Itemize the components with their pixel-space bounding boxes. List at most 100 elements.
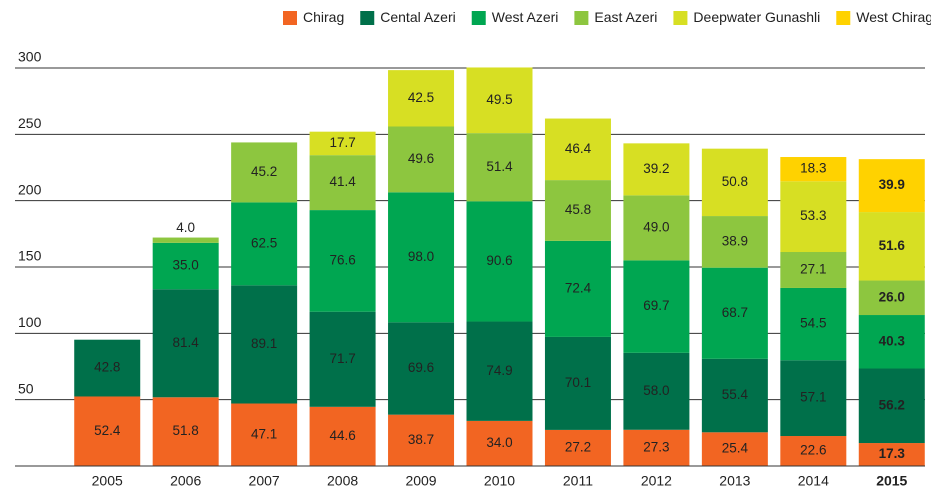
bar-segment <box>74 339 141 397</box>
value-label: 81.4 <box>173 335 200 350</box>
bar-segment <box>544 180 611 241</box>
value-label: 90.6 <box>486 253 512 268</box>
bar-segment <box>858 368 925 444</box>
bar-segment <box>858 212 925 281</box>
value-label: 47.1 <box>251 426 277 441</box>
x-tick-label: 2011 <box>563 473 593 489</box>
bar-segment <box>388 70 455 127</box>
bar-segment <box>231 403 298 466</box>
bar-segment <box>231 202 298 286</box>
value-label: 4.0 <box>176 220 195 235</box>
x-tick-label: 2015 <box>876 473 907 489</box>
value-label: 50.8 <box>722 174 748 189</box>
bar-segment <box>701 358 768 433</box>
value-label: 52.4 <box>94 423 121 438</box>
bar-segment <box>623 195 690 261</box>
value-label: 17.7 <box>329 135 355 150</box>
value-label: 40.3 <box>879 333 906 348</box>
legend-swatch <box>360 11 375 25</box>
value-label: 27.1 <box>800 262 826 277</box>
value-label: 74.9 <box>486 363 512 378</box>
y-tick-label: 100 <box>18 314 42 330</box>
bar-segment <box>780 287 847 361</box>
value-label: 98.0 <box>408 249 434 264</box>
value-label: 54.5 <box>800 316 826 331</box>
bar-segment <box>544 336 611 430</box>
legend-swatch <box>836 11 851 25</box>
y-tick-label: 200 <box>18 181 42 197</box>
bar-segment <box>623 143 690 196</box>
bar-segment <box>544 118 611 181</box>
bar-segment <box>309 210 376 312</box>
value-label: 44.6 <box>329 428 355 443</box>
value-label: 25.4 <box>722 441 749 456</box>
value-label: 55.4 <box>722 387 749 402</box>
x-tick-label: 2005 <box>92 473 123 489</box>
value-label: 69.7 <box>643 298 669 313</box>
value-label: 42.5 <box>408 90 434 105</box>
legend-swatch <box>283 11 297 25</box>
value-label: 71.7 <box>329 351 355 366</box>
value-label: 62.5 <box>251 235 277 250</box>
value-label: 41.4 <box>329 174 356 189</box>
value-label: 17.3 <box>879 446 906 461</box>
bar-segment <box>544 240 611 337</box>
y-tick-label: 150 <box>18 248 42 264</box>
bar-segment <box>309 131 376 156</box>
value-label: 45.2 <box>251 164 277 179</box>
value-label: 89.1 <box>251 336 277 351</box>
bar-segment <box>701 267 768 359</box>
value-label: 34.0 <box>486 435 512 450</box>
value-label: 70.1 <box>565 375 591 390</box>
legend-swatch <box>574 11 589 25</box>
bar-segment <box>701 216 768 268</box>
bar-segment <box>858 443 925 466</box>
value-label: 38.9 <box>722 233 748 248</box>
value-label: 51.6 <box>879 238 906 253</box>
bar-segment <box>152 242 219 290</box>
bar-segment <box>309 155 376 211</box>
bar-segment <box>623 260 690 353</box>
legend-label: East Azeri <box>594 9 657 25</box>
bar-segment <box>466 67 533 134</box>
bar-segment <box>74 396 141 466</box>
bar-segment <box>701 148 768 217</box>
value-label: 56.2 <box>879 397 905 412</box>
value-label: 51.4 <box>486 159 513 174</box>
bar-segment <box>858 280 925 316</box>
bar-segment <box>466 133 533 202</box>
value-label: 39.2 <box>643 161 669 176</box>
bar-segment <box>623 429 690 466</box>
bar-segment <box>780 181 847 253</box>
bar-segment <box>466 321 533 421</box>
bar-segment <box>152 289 219 398</box>
legend-swatch <box>673 11 688 25</box>
value-label: 53.3 <box>800 208 826 223</box>
x-tick-label: 2012 <box>641 473 672 489</box>
value-label: 49.5 <box>486 92 512 107</box>
x-tick-label: 2008 <box>327 473 358 489</box>
bar-segment <box>544 429 611 466</box>
value-label: 49.6 <box>408 151 434 166</box>
legend-label: Cental Azeri <box>380 9 455 25</box>
legend-label: West Chirag <box>856 9 931 25</box>
y-tick-label: 250 <box>18 115 42 131</box>
y-tick-label: 50 <box>18 380 34 396</box>
value-label: 68.7 <box>722 305 748 320</box>
bar-segment <box>309 406 376 466</box>
bar-segment <box>780 436 847 466</box>
value-label: 27.2 <box>565 440 591 455</box>
x-tick-label: 2007 <box>249 473 280 489</box>
bar-segment <box>388 414 455 466</box>
bar-segment <box>466 201 533 322</box>
value-label: 76.6 <box>329 252 355 267</box>
bar-segment <box>623 352 690 430</box>
value-label: 39.9 <box>879 177 905 192</box>
value-label: 49.0 <box>643 219 669 234</box>
value-label: 42.8 <box>94 360 120 375</box>
bar-segment <box>388 192 455 323</box>
x-tick-label: 2006 <box>170 473 201 489</box>
value-label: 58.0 <box>643 383 669 398</box>
legend-label: Chirag <box>303 9 344 25</box>
